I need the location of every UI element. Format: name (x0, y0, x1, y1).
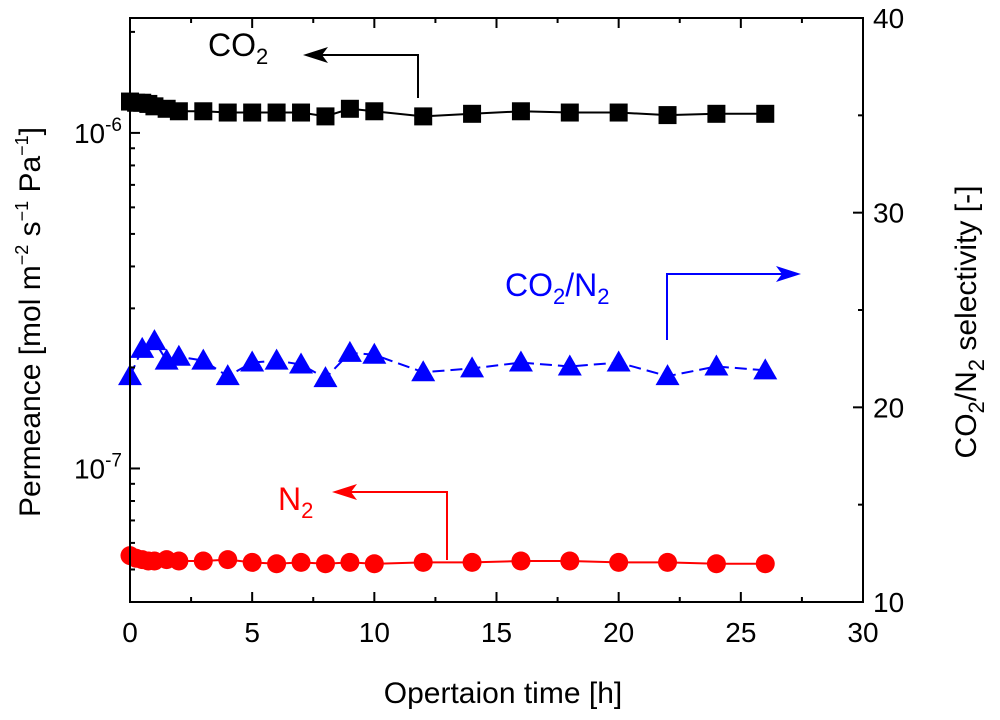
co2-point (707, 104, 726, 123)
co2-n2-point (655, 364, 680, 386)
right-y-tick-label: 10 (873, 587, 904, 618)
co2-n2-point (753, 358, 778, 380)
x-tick-label: 15 (481, 617, 512, 648)
co2-series-label: CO2 (208, 27, 268, 69)
co2-n2-point (289, 352, 314, 374)
n2-point (755, 554, 775, 574)
n2-point (413, 552, 433, 572)
co2-n2-point (704, 354, 729, 376)
co2-point (756, 104, 775, 123)
co2-point (292, 103, 311, 122)
co2-n2-point (606, 350, 631, 372)
co2-point (511, 102, 530, 121)
left-y-tick-label: 10-6 (74, 115, 122, 149)
right-y-tick-label: 30 (873, 198, 904, 229)
n2-point (218, 550, 238, 570)
co2-point (609, 103, 628, 122)
right-y-tick-label: 40 (873, 3, 904, 34)
co2-n2-point (166, 344, 191, 366)
co2-point (218, 103, 237, 122)
co2-point (658, 106, 677, 125)
right-y-axis-title: CO2/N2 selectivity [-] (950, 186, 989, 459)
co2-n2-point (337, 340, 362, 362)
n2-point (340, 552, 360, 572)
n2-point (315, 554, 335, 574)
co2-point (267, 103, 286, 122)
plot-frame (129, 17, 864, 603)
x-tick-label: 10 (359, 617, 390, 648)
co2-n2-point (460, 356, 485, 378)
selectivity-arrow (666, 266, 801, 340)
co2-point (365, 102, 384, 121)
co2-n2-point (557, 354, 582, 376)
co2-n2-point (411, 360, 436, 382)
n2-point (658, 552, 678, 572)
co2-point (316, 107, 335, 126)
n2-point (511, 551, 531, 571)
co2-n2-point (130, 336, 155, 358)
co2-n2-point (191, 348, 216, 370)
n2-point (706, 554, 726, 574)
n2-point (291, 552, 311, 572)
co2-n2-point (240, 350, 265, 372)
co2-n2-point (508, 350, 533, 372)
co2-n2-point (142, 329, 167, 351)
co2-point (169, 102, 188, 121)
co2-arrow (303, 47, 419, 98)
n2-series-label: N2 (278, 481, 313, 523)
axes-layer: 0 5 10 15 20 25 30 10-6 10-7 10 20 30 40 (74, 3, 904, 648)
co2-n2-point (264, 348, 289, 370)
right-y-tick-label: 20 (873, 392, 904, 423)
co2-point (414, 107, 433, 126)
x-axis-title: Opertaion time [h] (384, 677, 622, 710)
n2-point (267, 554, 287, 574)
co2-point (463, 104, 482, 123)
n2-arrow (332, 484, 448, 560)
co2-n2-point (215, 364, 240, 386)
x-tick-label: 20 (603, 617, 634, 648)
co2-point (340, 99, 359, 118)
n2-point (193, 551, 213, 571)
x-tick-label: 30 (847, 617, 878, 648)
co2-n2-point (313, 366, 338, 388)
n2-point (462, 552, 482, 572)
co2-point (560, 103, 579, 122)
x-tick-label: 0 (122, 617, 138, 648)
co2-point (243, 103, 262, 122)
n2-point (364, 554, 384, 574)
co2-point (194, 102, 213, 121)
left-y-tick-label: 10-7 (74, 450, 122, 484)
series-layer (118, 92, 778, 574)
left-y-axis-title: Permeance [mol m−2 s−1 Pa−1] (12, 127, 47, 517)
n2-point (609, 552, 629, 572)
x-tick-label: 25 (725, 617, 756, 648)
selectivity-series-label: CO2/N2 (505, 267, 610, 309)
n2-point (169, 551, 189, 571)
x-tick-label: 5 (244, 617, 260, 648)
n2-point (242, 552, 262, 572)
n2-point (560, 551, 580, 571)
co2-n2-point (362, 342, 387, 364)
